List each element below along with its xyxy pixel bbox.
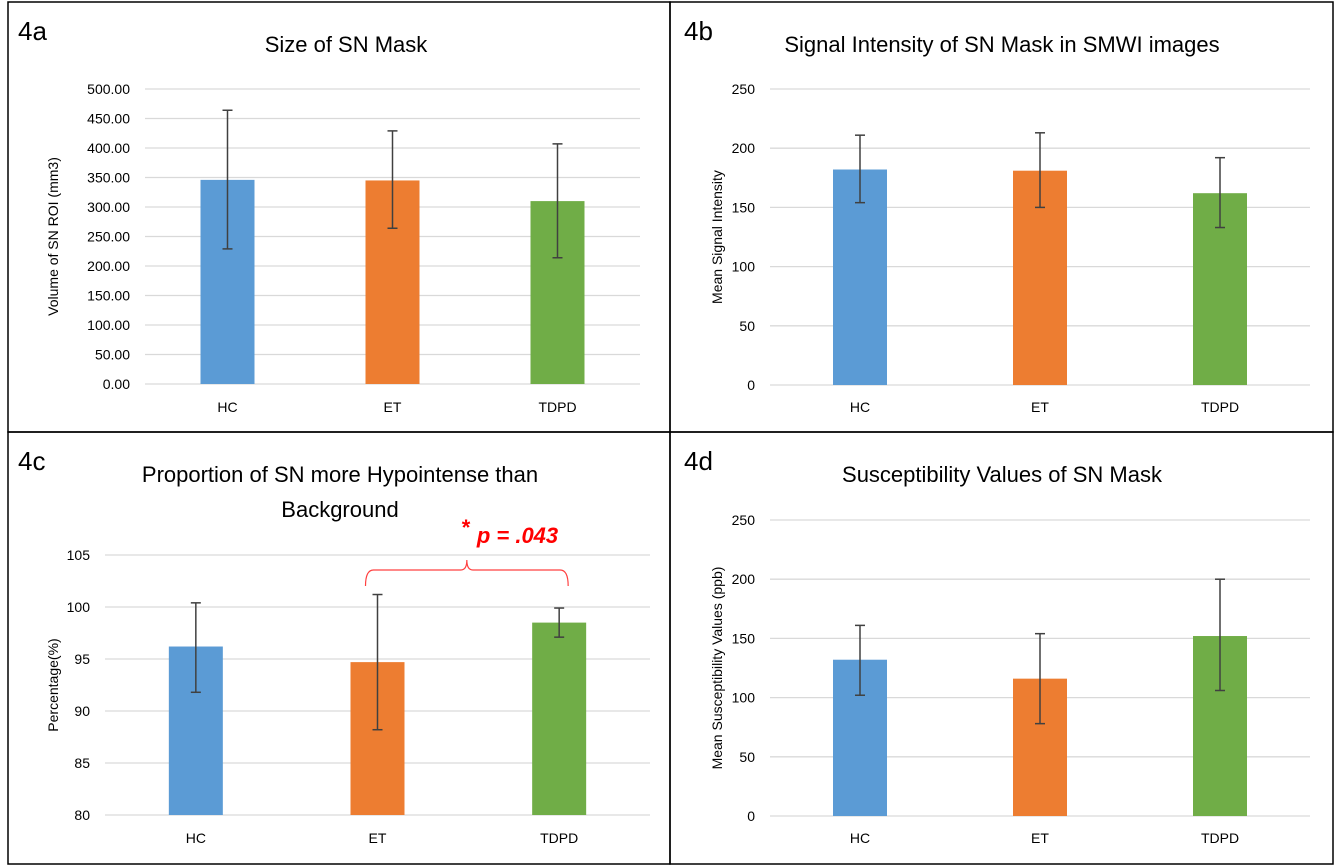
chart-title: Signal Intensity of SN Mask in SMWI imag… (784, 32, 1219, 57)
x-tick-label: ET (1031, 399, 1049, 415)
y-tick-label: 0 (747, 808, 755, 824)
significance-star: * (461, 515, 471, 540)
y-tick-label: 500.00 (87, 81, 130, 97)
y-tick-label: 200.00 (87, 258, 130, 274)
panel-label: 4c (18, 446, 45, 476)
y-tick-label: 150 (732, 630, 756, 646)
x-tick-label: TDPD (540, 830, 578, 846)
y-axis-label: Percentage(%) (45, 638, 61, 731)
bar-tdpd (532, 622, 587, 815)
x-tick-label: HC (217, 399, 237, 415)
y-tick-label: 150.00 (87, 288, 130, 304)
y-tick-label: 50 (739, 749, 755, 765)
y-tick-label: 85 (74, 755, 90, 771)
y-tick-label: 100.00 (87, 317, 130, 333)
y-tick-label: 250 (732, 512, 756, 528)
x-tick-label: HC (850, 830, 870, 846)
chart-title-line2: Background (281, 497, 398, 522)
chart-title: Proportion of SN more Hypointense than (142, 462, 538, 487)
y-tick-label: 95 (74, 651, 90, 667)
y-tick-label: 80 (74, 807, 90, 823)
y-tick-label: 0 (747, 377, 755, 393)
y-tick-label: 200 (732, 571, 756, 587)
x-tick-label: TDPD (538, 399, 576, 415)
y-tick-label: 50 (739, 318, 755, 334)
x-tick-label: TDPD (1201, 399, 1239, 415)
y-axis-label: Mean Signal Intensity (709, 170, 725, 304)
panel-label: 4d (684, 446, 713, 476)
chart-title: Susceptibility Values of SN Mask (842, 462, 1163, 487)
p-value-annotation: p = .043 (476, 523, 558, 548)
y-tick-label: 250 (732, 81, 756, 97)
x-tick-label: ET (384, 399, 402, 415)
y-tick-label: 105 (67, 547, 91, 563)
y-tick-label: 0.00 (103, 376, 130, 392)
y-axis-label: Volume of SN ROI (mm3) (45, 157, 61, 316)
y-tick-label: 300.00 (87, 199, 130, 215)
chart-title: Size of SN Mask (265, 32, 429, 57)
y-tick-label: 250.00 (87, 229, 130, 245)
x-tick-label: HC (850, 399, 870, 415)
panel-label: 4a (18, 16, 47, 46)
y-tick-label: 100 (732, 259, 756, 275)
y-tick-label: 100 (67, 599, 91, 615)
x-tick-label: HC (186, 830, 206, 846)
panel-border-4d (669, 431, 1334, 865)
x-tick-label: ET (369, 830, 387, 846)
y-tick-label: 150 (732, 199, 756, 215)
significance-bracket (364, 559, 569, 587)
bar-hc (833, 169, 887, 385)
y-tick-label: 90 (74, 703, 90, 719)
y-tick-label: 350.00 (87, 170, 130, 186)
y-tick-label: 200 (732, 140, 756, 156)
y-tick-label: 400.00 (87, 140, 130, 156)
y-axis-label: Mean Susceptibility Values (ppb) (709, 567, 725, 770)
y-tick-label: 100 (732, 690, 756, 706)
y-tick-label: 450.00 (87, 111, 130, 127)
x-tick-label: ET (1031, 830, 1049, 846)
panel-label: 4b (684, 16, 713, 46)
y-tick-label: 50.00 (95, 347, 130, 363)
x-tick-label: TDPD (1201, 830, 1239, 846)
